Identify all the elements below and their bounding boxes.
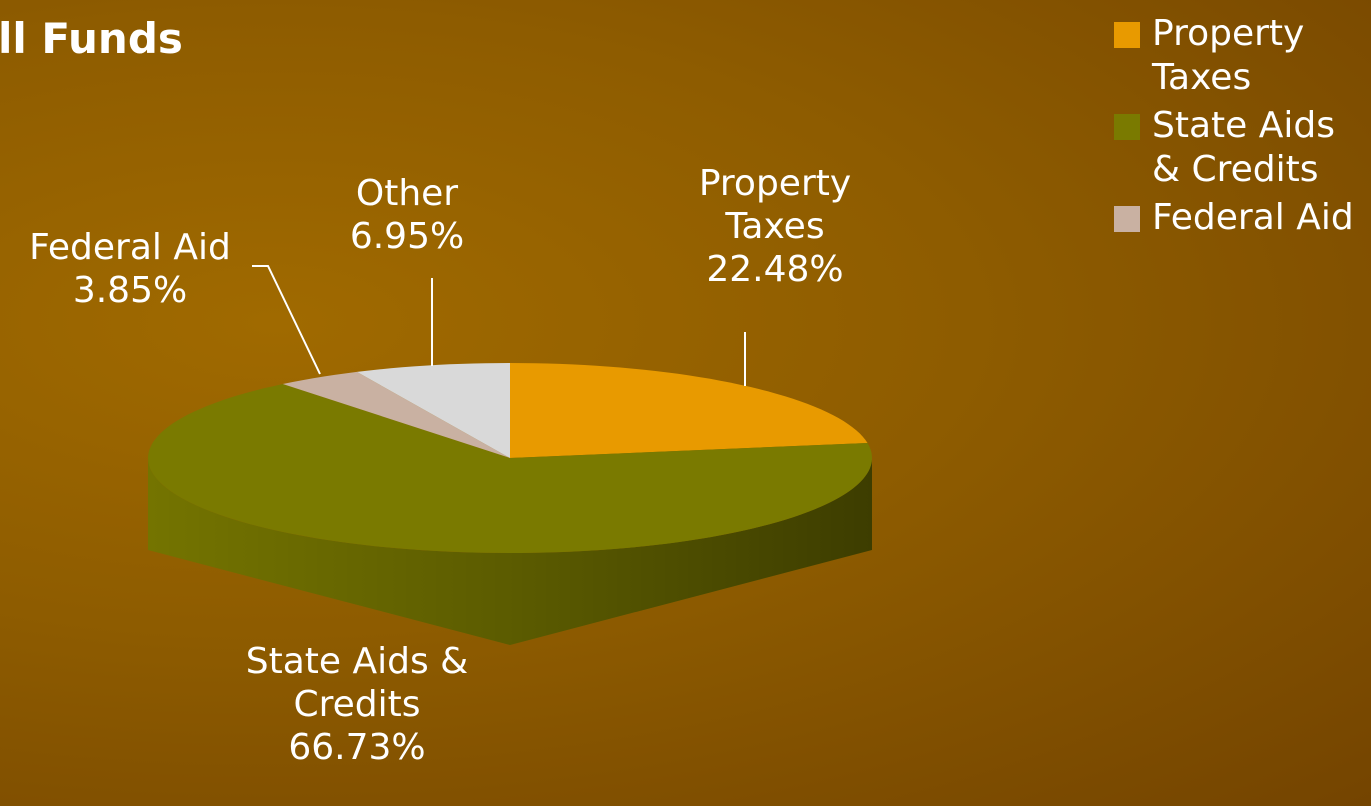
pie bbox=[148, 363, 872, 645]
label-category: State Aids & Credits bbox=[245, 641, 469, 725]
legend-swatch bbox=[1114, 206, 1140, 232]
data-label: Federal Aid 3.85% bbox=[10, 226, 250, 312]
legend-label: Federal Aid bbox=[1152, 197, 1354, 238]
slice bbox=[356, 363, 510, 458]
legend-item: Federal Aid bbox=[1112, 196, 1371, 240]
legend: Property Taxes State Aids & Credits Federa… bbox=[1112, 12, 1371, 242]
data-label: State Aids & Credits 66.73% bbox=[207, 640, 507, 769]
legend-swatch bbox=[1114, 114, 1140, 140]
leader-line bbox=[252, 265, 321, 375]
data-label: Property Taxes 22.48% bbox=[665, 162, 885, 291]
legend-swatch bbox=[1114, 22, 1140, 48]
slice-side-shade bbox=[148, 458, 872, 645]
slice bbox=[148, 384, 872, 553]
label-value: 3.85% bbox=[72, 270, 188, 311]
legend-item: Property Taxes bbox=[1112, 12, 1371, 100]
chart-title: ll Funds bbox=[0, 14, 183, 63]
label-value: 66.73% bbox=[288, 727, 426, 768]
label-value: 22.48% bbox=[706, 249, 844, 290]
label-category: Other bbox=[355, 173, 459, 214]
data-label: Other 6.95% bbox=[307, 172, 507, 258]
label-category: Property Taxes bbox=[698, 163, 852, 247]
slice bbox=[510, 363, 868, 458]
slice bbox=[282, 371, 510, 458]
legend-item: State Aids & Credits bbox=[1112, 104, 1371, 192]
label-category: Federal Aid bbox=[29, 227, 231, 268]
legend-label: Property Taxes bbox=[1152, 13, 1305, 98]
legend-label: State Aids & Credits bbox=[1152, 105, 1335, 190]
label-value: 6.95% bbox=[349, 216, 465, 257]
